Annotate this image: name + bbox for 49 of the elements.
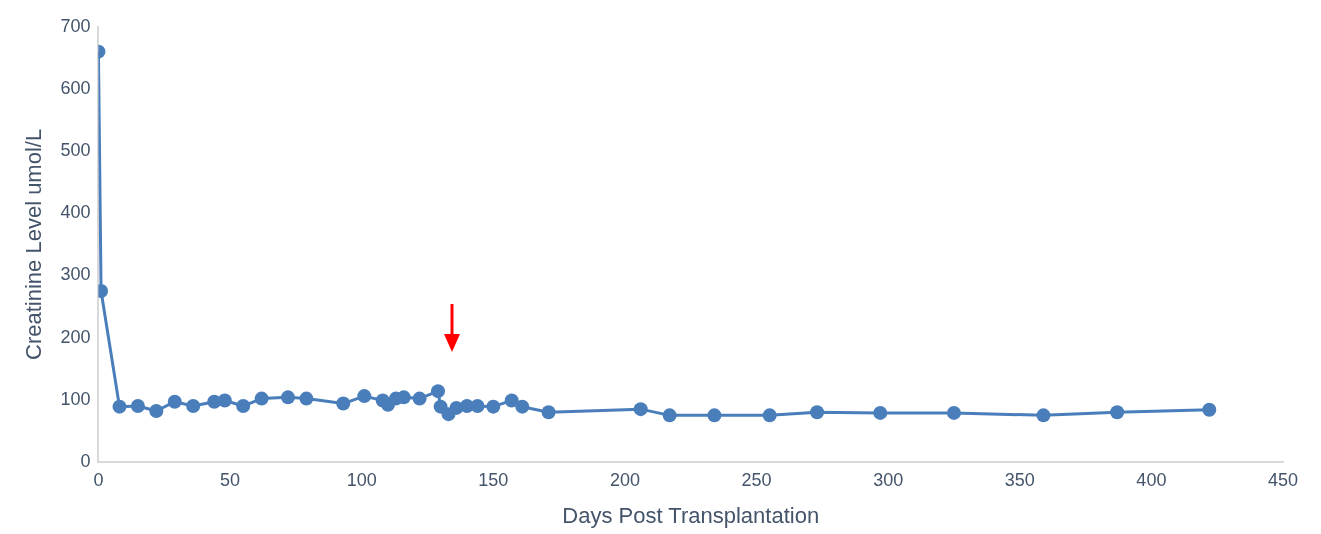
x-tick-label: 150 bbox=[478, 469, 509, 490]
point bbox=[762, 408, 777, 423]
point bbox=[149, 404, 164, 419]
y-tick-label: 400 bbox=[60, 202, 91, 223]
x-tick-label: 250 bbox=[741, 469, 772, 490]
point bbox=[662, 408, 677, 423]
point bbox=[486, 399, 501, 414]
x-tick-label: 200 bbox=[609, 469, 640, 490]
point bbox=[515, 399, 530, 414]
point bbox=[810, 405, 825, 420]
y-tick-label: 600 bbox=[60, 77, 91, 98]
y-axis-title: Creatinine Level umol/L bbox=[21, 128, 47, 360]
point bbox=[217, 393, 232, 408]
point bbox=[357, 389, 372, 404]
point bbox=[541, 405, 556, 420]
y-tick-label: 200 bbox=[60, 326, 91, 347]
x-tick-label: 400 bbox=[1136, 469, 1167, 490]
point bbox=[336, 396, 351, 411]
point bbox=[1036, 408, 1051, 423]
y-tick-label: 100 bbox=[60, 388, 91, 409]
point bbox=[186, 399, 201, 414]
x-tick-label: 0 bbox=[93, 469, 104, 490]
point bbox=[633, 402, 648, 417]
point bbox=[112, 399, 127, 414]
point bbox=[707, 408, 722, 423]
point bbox=[254, 391, 269, 406]
x-tick-label: 300 bbox=[873, 469, 904, 490]
point bbox=[431, 384, 446, 399]
y-tick-label: 500 bbox=[60, 140, 91, 161]
y-tick-label: 0 bbox=[80, 450, 91, 471]
x-tick-label: 350 bbox=[1004, 469, 1035, 490]
point bbox=[299, 391, 314, 406]
point bbox=[873, 405, 888, 420]
point bbox=[470, 399, 485, 414]
y-tick-label: 300 bbox=[60, 264, 91, 285]
x-axis-title: Days Post Transplantation bbox=[562, 502, 820, 528]
point bbox=[1110, 405, 1125, 420]
point bbox=[412, 391, 427, 406]
point bbox=[504, 393, 519, 408]
x-tick-label: 50 bbox=[220, 469, 241, 490]
point bbox=[1202, 402, 1217, 417]
y-tick-label: 700 bbox=[60, 15, 91, 36]
point bbox=[167, 394, 182, 409]
point bbox=[280, 390, 295, 405]
point bbox=[946, 405, 961, 420]
x-tick-label: 450 bbox=[1267, 469, 1299, 490]
point bbox=[130, 399, 145, 414]
point bbox=[236, 399, 251, 414]
x-tick-label: 100 bbox=[346, 469, 377, 490]
